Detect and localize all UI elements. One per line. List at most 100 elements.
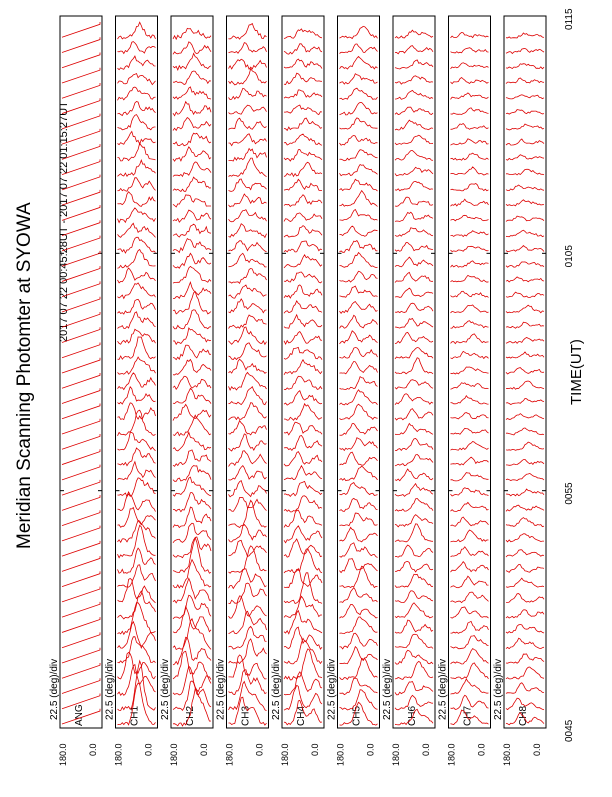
trace-ch2 (172, 430, 212, 452)
trace-ang (61, 495, 101, 511)
trace-ang (61, 144, 101, 160)
trace-ch4 (283, 212, 323, 222)
trace-ch4 (283, 480, 323, 498)
trace-ch4 (283, 572, 323, 605)
y-tick-bottom: 0.0 (421, 743, 431, 756)
trace-ch5 (339, 632, 378, 650)
trace-ang (61, 373, 101, 389)
trace-ch7 (450, 487, 489, 497)
trace-ang (61, 235, 101, 252)
trace-ch8 (505, 427, 545, 436)
trace-ch4 (283, 464, 323, 481)
trace-ch2 (172, 492, 212, 513)
panel-frame (281, 15, 325, 729)
y-tick-top: 180.0 (447, 743, 457, 766)
trace-ch1 (117, 564, 156, 588)
trace-ch4 (283, 671, 323, 696)
trace-ch6 (394, 544, 434, 558)
trace-ch7 (450, 382, 489, 390)
trace-ang (61, 327, 101, 343)
trace-ch2 (172, 387, 212, 405)
trace-ch8 (505, 504, 545, 512)
trace-ch3 (228, 433, 267, 452)
trace-ch7 (450, 561, 489, 573)
trace-ch8 (505, 549, 545, 558)
trace-ch5 (339, 657, 378, 681)
trace-ch6 (394, 166, 434, 177)
trace-ch3 (228, 178, 267, 192)
panel-channel-label: CH6 (407, 706, 418, 726)
trace-ch6 (394, 287, 434, 298)
trace-ch7 (450, 350, 489, 360)
panel-ch2: 22.5 (deg)/div 180.0 0.0 CH2 (160, 15, 214, 766)
trace-ch2 (172, 290, 212, 315)
trace-ch7 (450, 412, 489, 420)
trace-ch1 (117, 409, 156, 436)
trace-ch7 (450, 516, 489, 527)
panel-frame (337, 15, 380, 729)
trace-ch5 (339, 403, 378, 421)
trace-ch7 (450, 260, 489, 268)
trace-ch8 (505, 367, 545, 375)
x-axis-label: TIME(UT) (568, 339, 585, 405)
trace-ch1 (117, 636, 156, 664)
trace-ch1 (117, 311, 156, 329)
trace-ch1 (117, 432, 156, 452)
panel-ch1: 22.5 (deg)/div 180.0 0.0 CH1 (105, 15, 158, 766)
trace-ch6 (394, 660, 434, 680)
trace-ch3 (228, 104, 267, 115)
trace-ch2 (172, 536, 212, 574)
trace-ang (61, 250, 101, 267)
y-tick-bottom: 0.0 (199, 743, 209, 756)
trace-ch2 (172, 522, 212, 544)
trace-ch6 (394, 227, 434, 237)
trace-ch3 (228, 147, 267, 162)
trace-ch5 (339, 314, 378, 329)
trace-ch7 (450, 501, 489, 512)
trace-ang (61, 266, 101, 282)
trace-ch1 (117, 460, 156, 481)
trace-ch5 (339, 616, 378, 635)
trace-ch8 (505, 533, 544, 543)
panel-channel-label: CH7 (463, 706, 474, 726)
trace-ch7 (450, 709, 489, 725)
trace-ch6 (394, 453, 434, 467)
y-tick-bottom: 0.0 (88, 743, 98, 756)
trace-ang (61, 159, 101, 175)
trace-ch7 (450, 441, 489, 451)
trace-ch4 (283, 525, 323, 544)
trace-ch8 (505, 261, 545, 268)
trace-ch6 (394, 468, 434, 482)
trace-ch4 (283, 330, 323, 346)
trace-ch3 (228, 582, 267, 605)
trace-ch6 (394, 619, 434, 634)
trace-ch2 (172, 688, 212, 727)
trace-ch3 (228, 67, 267, 86)
trace-ch1 (117, 191, 156, 207)
trace-ch3 (228, 58, 267, 71)
trace-ch3 (228, 479, 267, 498)
trace-ch3 (228, 87, 267, 101)
trace-ch3 (228, 314, 267, 329)
trace-ch8 (505, 441, 545, 451)
trace-ch6 (394, 422, 434, 435)
trace-ch6 (394, 523, 434, 543)
trace-ch8 (505, 564, 545, 573)
trace-ch3 (228, 342, 267, 361)
trace-ch8 (505, 682, 544, 694)
trace-ang (61, 357, 101, 374)
y-tick-top: 180.0 (336, 743, 346, 766)
trace-ch5 (339, 225, 378, 237)
trace-ch4 (283, 390, 323, 406)
trace-ch8 (505, 77, 545, 84)
trace-ch2 (172, 617, 212, 651)
trace-ch8 (505, 244, 545, 253)
trace-ch1 (117, 55, 156, 71)
trace-ch4 (283, 495, 323, 513)
trace-ch4 (283, 133, 323, 146)
trace-ch8 (505, 666, 545, 680)
panel-scale-label: 22.5 (deg)/div (382, 659, 393, 720)
trace-ch8 (505, 109, 545, 115)
trace-ch2 (172, 161, 212, 178)
